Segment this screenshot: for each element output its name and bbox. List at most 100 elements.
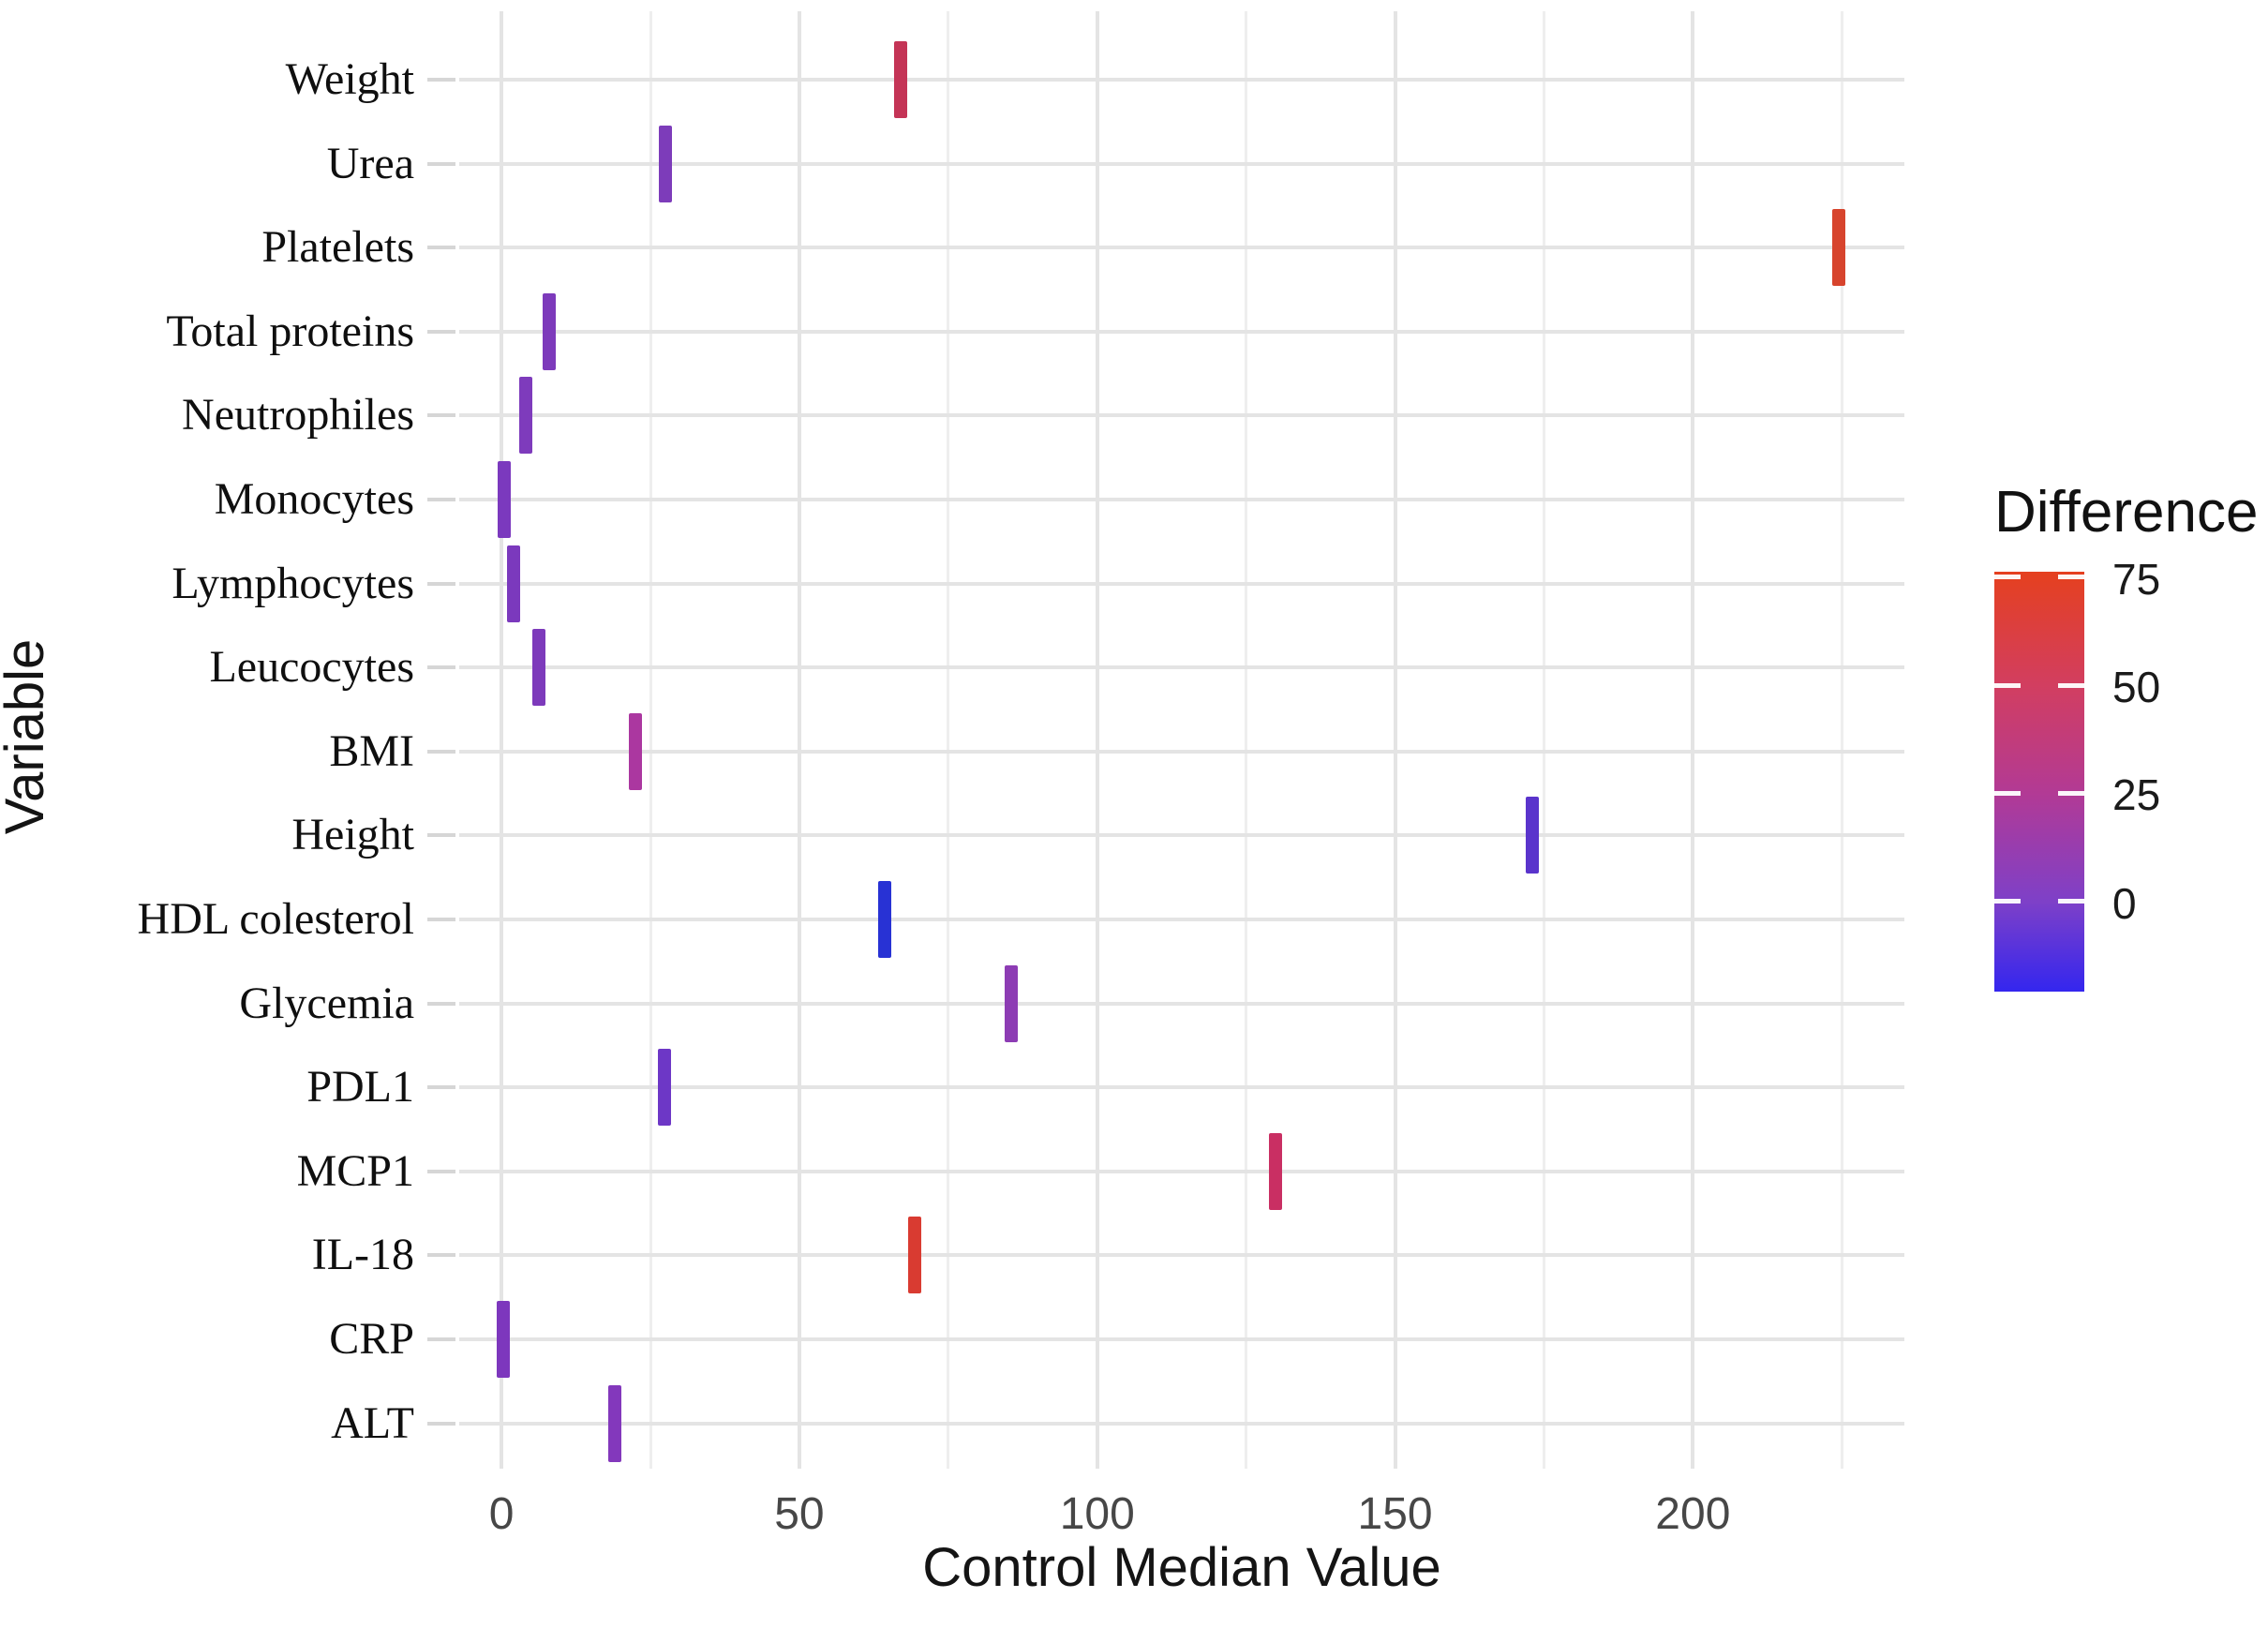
gridline-minor-vertical bbox=[649, 11, 652, 1469]
x-axis-tick-label: 200 bbox=[1655, 1489, 1731, 1539]
point-height bbox=[1525, 797, 1539, 874]
gridline-major-horizontal bbox=[459, 1085, 1904, 1090]
y-axis-tick bbox=[427, 78, 455, 82]
point-crp bbox=[497, 1301, 511, 1378]
y-axis-tick-label: Neutrophiles bbox=[182, 390, 414, 441]
y-axis-tick bbox=[427, 665, 455, 670]
point-weight bbox=[893, 41, 907, 118]
y-axis-tick-label: Lymphocytes bbox=[172, 558, 414, 608]
gridline-major-horizontal bbox=[459, 498, 1904, 501]
gridline-minor-vertical bbox=[1245, 11, 1248, 1469]
legend-title: Difference bbox=[1994, 480, 2259, 545]
legend-tick-label: 50 bbox=[2112, 663, 2161, 711]
y-axis-tick bbox=[427, 1001, 455, 1006]
point-il-18 bbox=[908, 1217, 922, 1294]
x-axis-tick-label: 100 bbox=[1059, 1489, 1135, 1539]
y-axis-tick bbox=[427, 161, 455, 166]
point-glycemia bbox=[1004, 964, 1018, 1042]
y-axis-tick-label: BMI bbox=[329, 725, 414, 776]
gridline-major-vertical bbox=[797, 11, 801, 1469]
gridline-major-vertical bbox=[1095, 11, 1099, 1469]
gridline-major-horizontal bbox=[459, 413, 1904, 418]
point-leucocytes bbox=[531, 629, 545, 707]
y-axis-tick bbox=[427, 581, 455, 586]
gridline-major-horizontal bbox=[459, 78, 1904, 82]
gridline-major-horizontal bbox=[459, 581, 1904, 586]
y-axis-tick bbox=[427, 1169, 455, 1173]
legend-tick-left bbox=[1994, 682, 2021, 688]
point-total-proteins bbox=[542, 292, 556, 370]
y-axis-tick-label: ALT bbox=[331, 1397, 414, 1448]
y-axis-tick bbox=[427, 1253, 455, 1258]
y-axis-tick bbox=[427, 498, 455, 501]
y-axis-title: Variable bbox=[0, 638, 55, 835]
y-axis-tick bbox=[427, 918, 455, 921]
y-axis-tick bbox=[427, 329, 455, 334]
gridline-major-horizontal bbox=[459, 749, 1904, 754]
gridline-major-horizontal bbox=[459, 246, 1904, 250]
y-axis-tick bbox=[427, 246, 455, 250]
y-axis-tick-label: Leucocytes bbox=[209, 642, 414, 693]
plot-panel bbox=[459, 11, 1904, 1469]
y-axis-tick-label: PDL1 bbox=[306, 1062, 414, 1113]
gridline-major-horizontal bbox=[459, 833, 1904, 838]
legend-tick-left bbox=[1994, 575, 2021, 580]
legend-tick-left bbox=[1994, 899, 2021, 904]
gridline-major-horizontal bbox=[459, 1001, 1904, 1006]
gridline-minor-vertical bbox=[1542, 11, 1545, 1469]
y-axis-tick-label: IL-18 bbox=[311, 1230, 414, 1280]
y-axis-tick-label: CRP bbox=[329, 1314, 414, 1364]
y-axis-tick bbox=[427, 1337, 455, 1341]
x-axis-tick-label: 50 bbox=[774, 1489, 825, 1539]
legend-tick-label: 25 bbox=[2112, 770, 2161, 820]
point-neutrophiles bbox=[518, 377, 532, 455]
y-axis-tick bbox=[427, 413, 455, 418]
y-axis-tick-label: Urea bbox=[326, 138, 414, 188]
legend-tick-right bbox=[2058, 682, 2084, 688]
gridline-major-horizontal bbox=[459, 1337, 1904, 1341]
gridline-minor-vertical bbox=[947, 11, 950, 1469]
gridline-major-horizontal bbox=[459, 918, 1904, 921]
gridline-major-horizontal bbox=[459, 329, 1904, 334]
y-axis-tick-label: HDL colesterol bbox=[137, 894, 414, 944]
point-bmi bbox=[628, 712, 642, 790]
legend-tick-right bbox=[2058, 575, 2084, 580]
gridline-major-horizontal bbox=[459, 1421, 1904, 1426]
gridline-major-vertical bbox=[500, 11, 504, 1469]
x-axis-tick-label: 0 bbox=[488, 1489, 515, 1539]
point-lymphocytes bbox=[506, 545, 520, 622]
y-axis-tick bbox=[427, 1421, 455, 1426]
y-axis-tick-label: Glycemia bbox=[239, 978, 414, 1028]
y-axis-tick-label: Total proteins bbox=[166, 306, 414, 356]
legend-tick-right bbox=[2058, 899, 2084, 904]
y-axis-tick-label: Weight bbox=[285, 54, 414, 104]
point-mcp1 bbox=[1269, 1132, 1283, 1210]
y-axis-tick bbox=[427, 833, 455, 838]
gridline-major-horizontal bbox=[459, 1169, 1904, 1173]
x-axis-title: Control Median Value bbox=[922, 1537, 1441, 1598]
gridline-major-vertical bbox=[1691, 11, 1695, 1469]
y-axis-tick-label: Monocytes bbox=[214, 474, 414, 524]
gridline-major-vertical bbox=[1393, 11, 1397, 1469]
point-monocytes bbox=[498, 461, 512, 538]
point-alt bbox=[607, 1384, 621, 1462]
gridline-minor-vertical bbox=[1840, 11, 1843, 1469]
legend-tick-label: 75 bbox=[2112, 554, 2161, 604]
point-hdl-colesterol bbox=[878, 881, 892, 958]
y-axis-tick-label: Height bbox=[291, 810, 414, 860]
gridline-major-horizontal bbox=[459, 1253, 1904, 1258]
legend-tick-right bbox=[2058, 790, 2084, 796]
y-axis-tick-label: Platelets bbox=[261, 222, 414, 273]
legend-tick-label: 0 bbox=[2112, 878, 2137, 928]
y-axis-tick-label: MCP1 bbox=[296, 1145, 414, 1196]
y-axis-tick bbox=[427, 1085, 455, 1090]
point-pdl1 bbox=[658, 1049, 672, 1127]
point-platelets bbox=[1832, 209, 1846, 287]
gridline-major-horizontal bbox=[459, 665, 1904, 670]
y-axis-tick bbox=[427, 749, 455, 754]
point-urea bbox=[658, 125, 672, 202]
legend-tick-left bbox=[1994, 790, 2021, 796]
gridline-major-horizontal bbox=[459, 161, 1904, 166]
legend-colorbar-gradient bbox=[1994, 572, 2084, 992]
